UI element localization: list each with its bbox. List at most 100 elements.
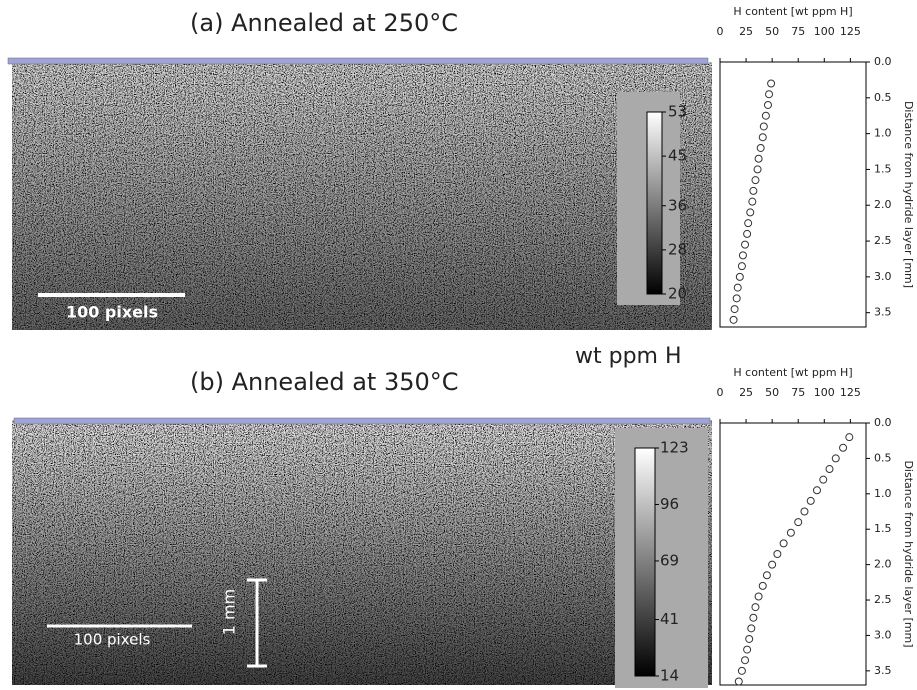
y-axis-label: Distance from hydride layer [mm] — [902, 460, 915, 647]
hydride-layer — [13, 417, 711, 425]
vertical-scale-bar — [247, 578, 267, 668]
x-tick-label: 0 — [717, 25, 724, 38]
y-tick-label: 0.0 — [874, 55, 892, 68]
y-tick-label: 3.5 — [874, 306, 892, 319]
data-point — [743, 229, 752, 238]
data-point — [730, 305, 739, 314]
y-axis-label: Distance from hydride layer [mm] — [902, 101, 915, 288]
x-tick-label: 0 — [717, 386, 724, 399]
data-point — [761, 111, 770, 120]
y-tick-label: 1.5 — [874, 522, 892, 535]
colorbar-tick-label: 45 — [668, 147, 687, 165]
shading — [12, 62, 712, 330]
data-point — [786, 528, 795, 537]
data-point — [735, 272, 744, 281]
data-point — [768, 560, 777, 569]
data-point — [779, 539, 788, 548]
data-point — [763, 100, 772, 109]
data-point — [758, 133, 767, 142]
shading — [12, 420, 712, 685]
y-tick-label: 3.5 — [874, 664, 892, 677]
data-point — [756, 143, 765, 152]
y-tick-label: 1.5 — [874, 162, 892, 175]
data-point — [746, 208, 755, 217]
data-point — [738, 251, 747, 260]
data-point — [741, 656, 750, 665]
colorbar-tick-label: 53 — [668, 103, 687, 121]
data-point — [744, 219, 753, 228]
panel-title: (b) Annealed at 350°C — [190, 368, 459, 396]
x-tick-label: 50 — [765, 386, 779, 399]
y-tick-label: 2.0 — [874, 558, 892, 571]
y-tick-label: 2.5 — [874, 234, 892, 247]
y-tick-label: 1.0 — [874, 127, 892, 140]
data-point — [819, 475, 828, 484]
x-tick-label: 25 — [739, 386, 753, 399]
data-point — [749, 613, 758, 622]
data-point — [734, 677, 743, 686]
x-axis-label: H content [wt ppm H] — [733, 5, 852, 18]
x-tick-label: 25 — [739, 25, 753, 38]
y-tick-label: 0.5 — [874, 451, 892, 464]
data-point — [800, 507, 809, 516]
x-axis-label: H content [wt ppm H] — [733, 366, 852, 379]
y-tick-label: 2.5 — [874, 593, 892, 606]
data-point — [737, 262, 746, 271]
x-tick-label: 100 — [814, 386, 835, 399]
data-point — [729, 315, 738, 324]
x-tick-label: 125 — [840, 25, 861, 38]
data-point — [754, 154, 763, 163]
data-point — [806, 496, 815, 505]
x-tick-label: 75 — [791, 25, 805, 38]
data-point — [747, 624, 756, 633]
hydride-layer — [7, 57, 709, 65]
data-point — [745, 634, 754, 643]
colorbar-tick-label: 36 — [668, 196, 687, 214]
plot-frame — [719, 422, 867, 686]
y-tick-label: 2.0 — [874, 198, 892, 211]
data-point — [751, 603, 760, 612]
data-point — [767, 79, 776, 88]
colorbar — [646, 111, 663, 295]
data-point — [753, 165, 762, 174]
data-point — [743, 645, 752, 654]
data-point — [845, 433, 854, 442]
y-tick-label: 3.0 — [874, 628, 892, 641]
data-point — [765, 90, 774, 99]
data-point — [812, 486, 821, 495]
data-point — [794, 518, 803, 527]
scale-bar-label: 100 pixels — [74, 631, 151, 649]
data-point — [741, 240, 750, 249]
colorbar-tick-label: 20 — [668, 285, 687, 303]
y-tick-label: 0.0 — [874, 416, 892, 429]
data-point — [759, 122, 768, 131]
colorbar-tick-label: 14 — [660, 667, 679, 685]
colorbar-label: wt ppm H — [575, 344, 682, 369]
x-tick-label: 75 — [791, 386, 805, 399]
data-point — [737, 666, 746, 675]
colorbar-tick-label: 123 — [660, 439, 689, 457]
data-point — [751, 176, 760, 185]
x-tick-label: 100 — [814, 25, 835, 38]
data-point — [839, 443, 848, 452]
data-point — [762, 571, 771, 580]
colorbar-tick-label: 41 — [660, 610, 679, 628]
colorbar-tick-label: 28 — [668, 240, 687, 258]
colorbar-frame — [615, 428, 708, 688]
x-tick-label: 50 — [765, 25, 779, 38]
colorbar-tick-label: 69 — [660, 551, 679, 569]
data-point — [773, 550, 782, 558]
y-tick-label: 0.5 — [874, 91, 892, 104]
data-point — [748, 197, 757, 206]
y-tick-label: 1.0 — [874, 487, 892, 500]
scale-bar-label: 100 pixels — [66, 303, 158, 322]
data-point — [732, 294, 741, 303]
data-point — [749, 186, 758, 195]
colorbar-tick-label: 96 — [660, 495, 679, 513]
plot-frame — [719, 61, 867, 328]
data-point — [825, 465, 834, 474]
data-point — [733, 283, 742, 292]
panel-title: (a) Annealed at 250°C — [190, 9, 458, 37]
y-tick-label: 3.0 — [874, 270, 892, 283]
